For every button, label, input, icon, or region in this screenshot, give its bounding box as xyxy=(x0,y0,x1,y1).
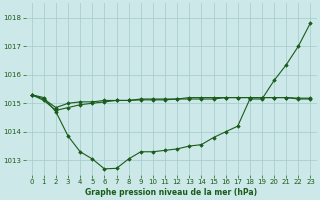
X-axis label: Graphe pression niveau de la mer (hPa): Graphe pression niveau de la mer (hPa) xyxy=(85,188,257,197)
